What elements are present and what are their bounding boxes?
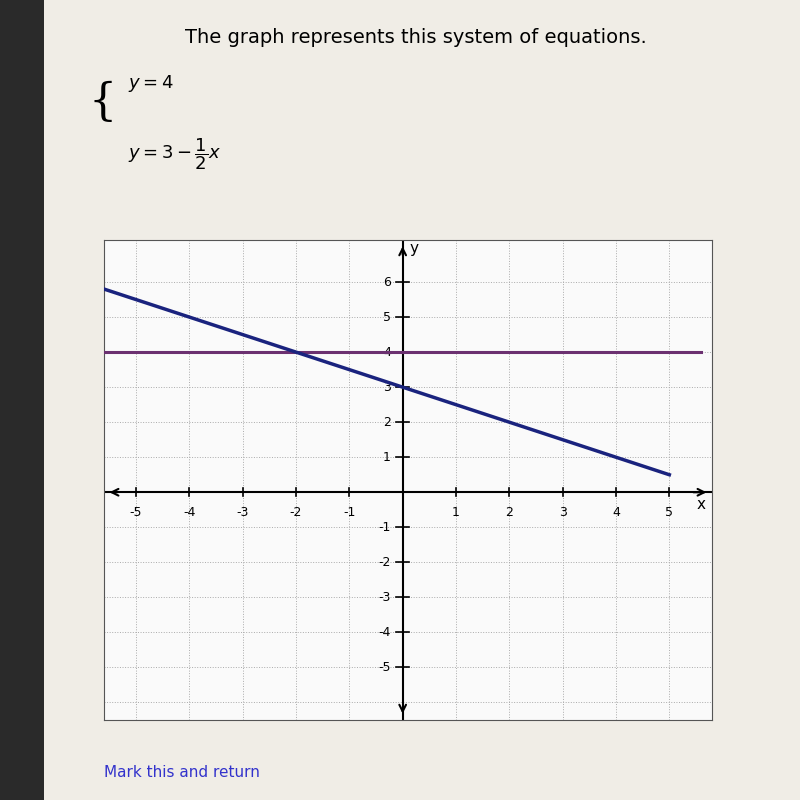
Text: 5: 5 — [666, 506, 674, 519]
Text: -4: -4 — [183, 506, 195, 519]
Text: -4: -4 — [378, 626, 391, 639]
Text: -3: -3 — [378, 591, 391, 604]
Text: 2: 2 — [383, 416, 391, 429]
Text: -2: -2 — [290, 506, 302, 519]
Text: -5: -5 — [378, 661, 391, 674]
Text: 5: 5 — [383, 310, 391, 323]
Text: Mark this and return: Mark this and return — [104, 765, 260, 780]
Text: 4: 4 — [612, 506, 620, 519]
Text: {: { — [88, 81, 116, 124]
Text: The graph represents this system of equations.: The graph represents this system of equa… — [185, 28, 647, 47]
Text: x: x — [697, 497, 706, 512]
Text: 1: 1 — [452, 506, 460, 519]
Text: -3: -3 — [237, 506, 249, 519]
Text: -1: -1 — [378, 521, 391, 534]
Text: 1: 1 — [383, 450, 391, 464]
Text: $y=3-\dfrac{1}{2}x$: $y=3-\dfrac{1}{2}x$ — [128, 137, 222, 173]
Text: 2: 2 — [506, 506, 514, 519]
Text: $y=4$: $y=4$ — [128, 73, 174, 94]
Text: 6: 6 — [383, 275, 391, 289]
Text: -2: -2 — [378, 556, 391, 569]
Text: -5: -5 — [130, 506, 142, 519]
Text: 3: 3 — [383, 381, 391, 394]
Text: 3: 3 — [558, 506, 566, 519]
Text: -1: -1 — [343, 506, 355, 519]
Text: y: y — [410, 242, 419, 256]
Text: 4: 4 — [383, 346, 391, 358]
